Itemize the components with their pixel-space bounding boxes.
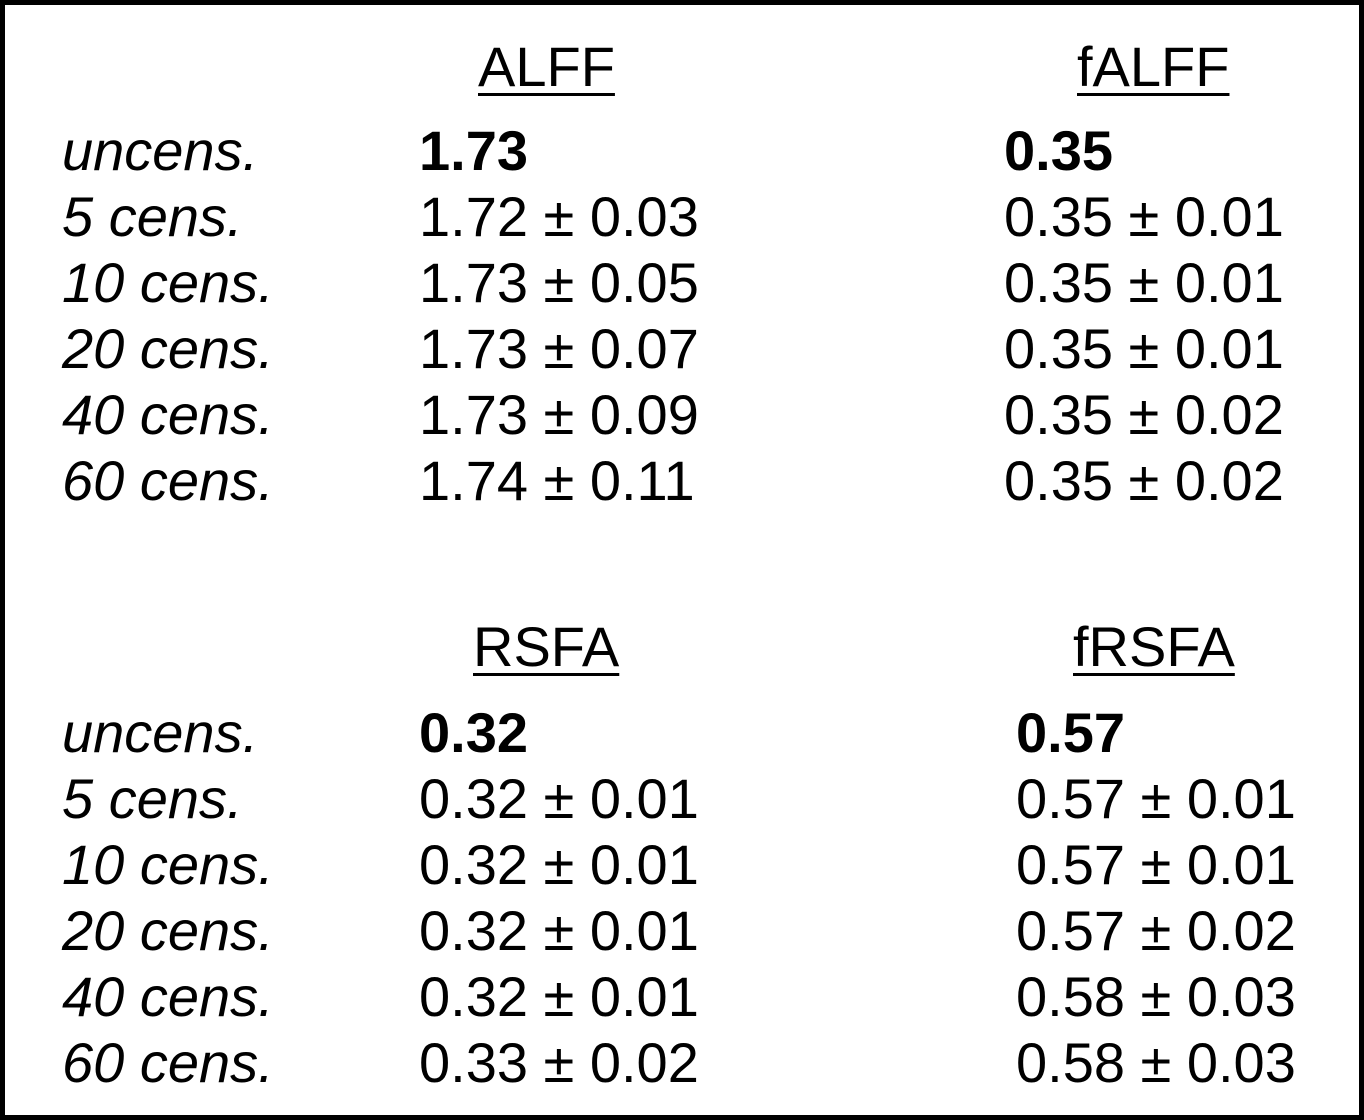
panel2-header-frsfa: fRSFA xyxy=(1073,615,1235,678)
panel1-row-label: uncens. xyxy=(62,119,259,182)
panel1-row-label: 20 cens. xyxy=(62,317,274,380)
panel2-row-label: 5 cens. xyxy=(62,767,243,830)
panel1-row-label: 10 cens. xyxy=(62,251,274,314)
panel1-falff-value: 0.35 ± 0.02 xyxy=(1004,383,1284,446)
panel1-falff-value: 0.35 ± 0.01 xyxy=(1004,185,1284,248)
panel2-row-label: 20 cens. xyxy=(62,899,274,962)
panel1-falff-value: 0.35 ± 0.01 xyxy=(1004,251,1284,314)
panel2-frsfa-value: 0.57 ± 0.01 xyxy=(1016,833,1296,896)
panel2-frsfa-value: 0.58 ± 0.03 xyxy=(1016,1031,1296,1094)
panel2-rsfa-value: 0.32 ± 0.01 xyxy=(419,833,699,896)
panel2-rsfa-value: 0.32 ± 0.01 xyxy=(419,899,699,962)
panel1-alff-value: 1.73 xyxy=(419,119,528,182)
panel2-rsfa-value: 0.33 ± 0.02 xyxy=(419,1031,699,1094)
panel1-falff-value: 0.35 ± 0.01 xyxy=(1004,317,1284,380)
panel2-row-label: 10 cens. xyxy=(62,833,274,896)
panel2-rsfa-value: 0.32 xyxy=(419,701,528,764)
panel2-rsfa-value: 0.32 ± 0.01 xyxy=(419,965,699,1028)
panel2-row-label: 40 cens. xyxy=(62,965,274,1028)
panel1-row-label: 5 cens. xyxy=(62,185,243,248)
panel1-falff-value: 0.35 xyxy=(1004,119,1113,182)
panel1-alff-value: 1.73 ± 0.05 xyxy=(419,251,699,314)
panel1-falff-value: 0.35 ± 0.02 xyxy=(1004,449,1284,512)
panel2-row-label: uncens. xyxy=(62,701,259,764)
panel1-row-label: 60 cens. xyxy=(62,449,274,512)
panel2-frsfa-value: 0.57 xyxy=(1016,701,1125,764)
panel1-alff-value: 1.72 ± 0.03 xyxy=(419,185,699,248)
panel1-alff-value: 1.73 ± 0.07 xyxy=(419,317,699,380)
panel1-alff-value: 1.74 ± 0.11 xyxy=(419,449,695,512)
panel2-frsfa-value: 0.58 ± 0.03 xyxy=(1016,965,1296,1028)
panel2-rsfa-value: 0.32 ± 0.01 xyxy=(419,767,699,830)
panel1-header-falff: fALFF xyxy=(1077,35,1230,98)
panel2-row-label: 60 cens. xyxy=(62,1031,274,1094)
panel2-frsfa-value: 0.57 ± 0.01 xyxy=(1016,767,1296,830)
panel2-frsfa-value: 0.57 ± 0.02 xyxy=(1016,899,1296,962)
panel1-row-label: 40 cens. xyxy=(62,383,274,446)
panel2-header-rsfa: RSFA xyxy=(473,615,620,678)
panel1-alff-value: 1.73 ± 0.09 xyxy=(419,383,699,446)
panel1-header-alff: ALFF xyxy=(478,35,615,98)
